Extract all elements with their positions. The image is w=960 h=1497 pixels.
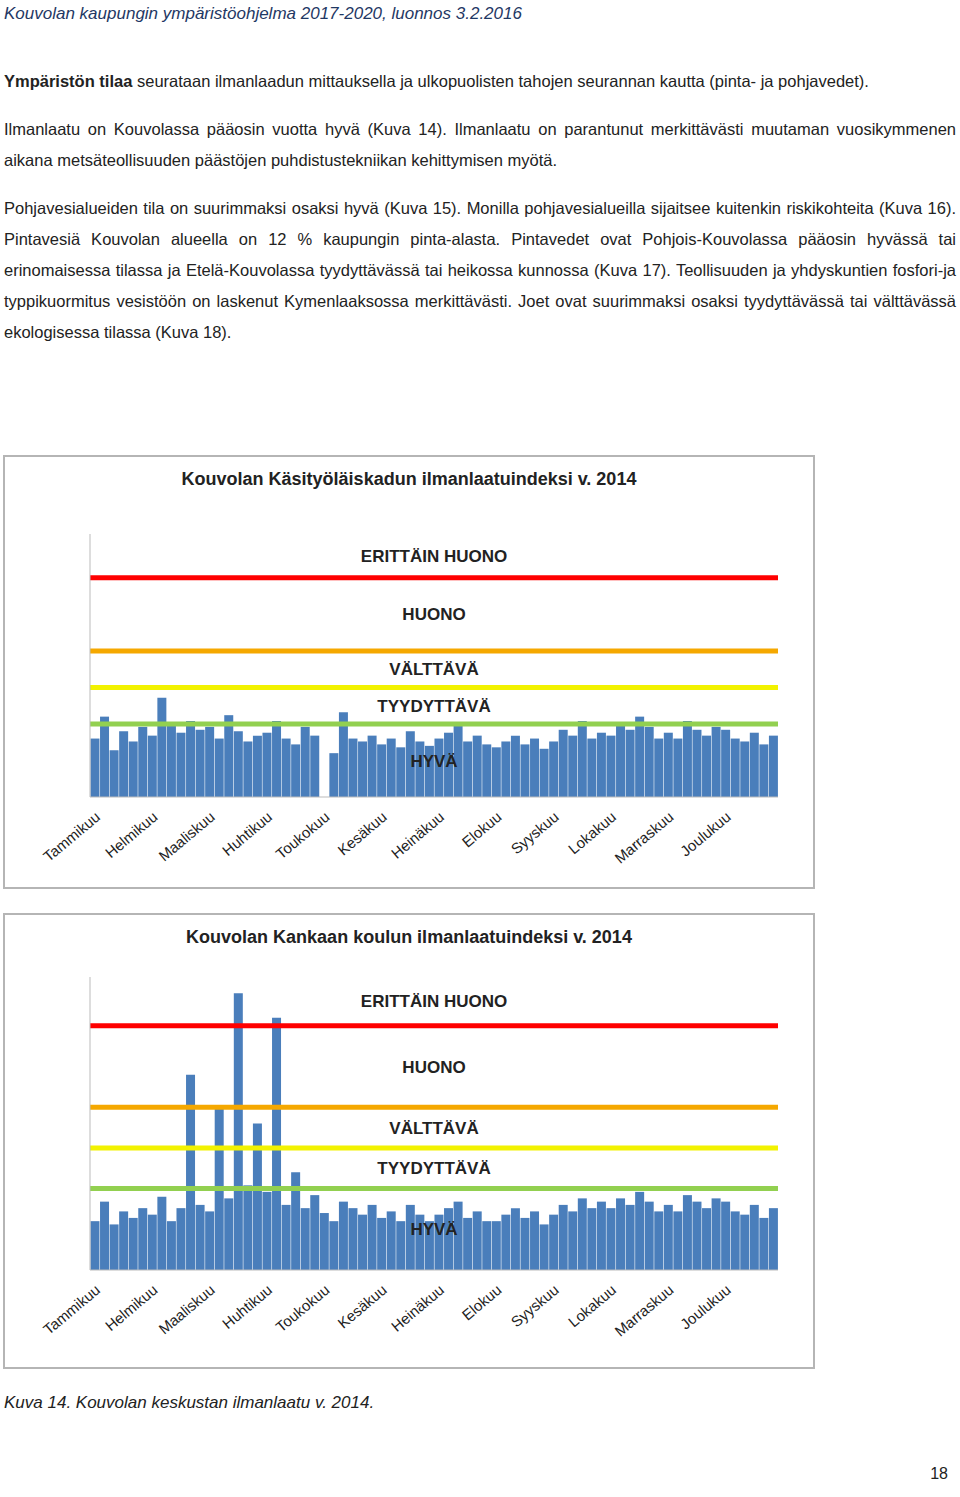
html-text:Kouvolan Kankaan koulun ilmanl: Kouvolan Kankaan koulun ilmanlaatuindeks…: [186, 927, 632, 947]
svg-text:Heinäkuu: Heinäkuu: [388, 808, 447, 862]
svg-text:HYVÄ: HYVÄ: [410, 752, 457, 771]
svg-text:VÄLTTÄVÄ: VÄLTTÄVÄ: [389, 1119, 478, 1138]
svg-text:Tammikuu: Tammikuu: [40, 1281, 103, 1338]
svg-text:Toukokuu: Toukokuu: [272, 1281, 332, 1335]
svg-text:Helmikuu: Helmikuu: [102, 1281, 161, 1334]
svg-text:Syyskuu: Syyskuu: [507, 808, 561, 857]
html-text:Ympäristön tilaa seurataan ilm: Ympäristön tilaa seurataan ilmanlaadun m…: [4, 72, 869, 90]
svg-text:HUONO: HUONO: [402, 1058, 465, 1077]
svg-text:HYVÄ: HYVÄ: [410, 1220, 457, 1239]
html-text:Ilmanlaatu on Kouvolassa pääos: Ilmanlaatu on Kouvolassa pääosin vuotta …: [4, 120, 956, 169]
svg-text:Marraskuu: Marraskuu: [611, 808, 676, 867]
svg-text:Huhtikuu: Huhtikuu: [219, 808, 275, 859]
svg-text:Huhtikuu: Huhtikuu: [219, 1281, 275, 1332]
html-text:Kouvolan kaupungin ympäristöoh: Kouvolan kaupungin ympäristöohjelma 2017…: [4, 4, 522, 23]
svg-text:TYYDYTTÄVÄ: TYYDYTTÄVÄ: [377, 1159, 490, 1178]
svg-text:HUONO: HUONO: [402, 605, 465, 624]
svg-text:Maaliskuu: Maaliskuu: [155, 1281, 218, 1337]
html-text:Pohjavesialueiden tila on suur: Pohjavesialueiden tila on suurimmaksi os…: [4, 199, 956, 341]
svg-text:Syyskuu: Syyskuu: [507, 1281, 561, 1330]
svg-text:VÄLTTÄVÄ: VÄLTTÄVÄ: [389, 660, 478, 679]
svg-text:Lokakuu: Lokakuu: [565, 1281, 619, 1330]
svg-text:ERITTÄIN HUONO: ERITTÄIN HUONO: [361, 547, 507, 566]
svg-text:Elokuu: Elokuu: [458, 808, 504, 851]
svg-text:Marraskuu: Marraskuu: [611, 1281, 676, 1340]
html-text:18: 18: [930, 1465, 948, 1482]
svg-text:Tammikuu: Tammikuu: [40, 808, 103, 865]
svg-text:ERITTÄIN HUONO: ERITTÄIN HUONO: [361, 992, 507, 1011]
svg-text:Elokuu: Elokuu: [458, 1281, 504, 1324]
svg-text:Maaliskuu: Maaliskuu: [155, 808, 218, 864]
svg-text:Kesäkuu: Kesäkuu: [334, 808, 390, 859]
html-text:Kuva 14. Kouvolan keskustan il: Kuva 14. Kouvolan keskustan ilmanlaatu v…: [4, 1393, 375, 1412]
svg-text:Joulukuu: Joulukuu: [677, 1281, 734, 1333]
html-text:Kouvolan Käsityöläiskadun ilma: Kouvolan Käsityöläiskadun ilmanlaatuinde…: [181, 469, 637, 489]
svg-text:Kesäkuu: Kesäkuu: [334, 1281, 390, 1332]
svg-text:Lokakuu: Lokakuu: [565, 808, 619, 857]
svg-text:Heinäkuu: Heinäkuu: [388, 1281, 447, 1335]
svg-text:Joulukuu: Joulukuu: [677, 808, 734, 860]
svg-text:TYYDYTTÄVÄ: TYYDYTTÄVÄ: [377, 697, 490, 716]
svg-text:Toukokuu: Toukokuu: [272, 808, 332, 862]
svg-text:Helmikuu: Helmikuu: [102, 808, 161, 861]
